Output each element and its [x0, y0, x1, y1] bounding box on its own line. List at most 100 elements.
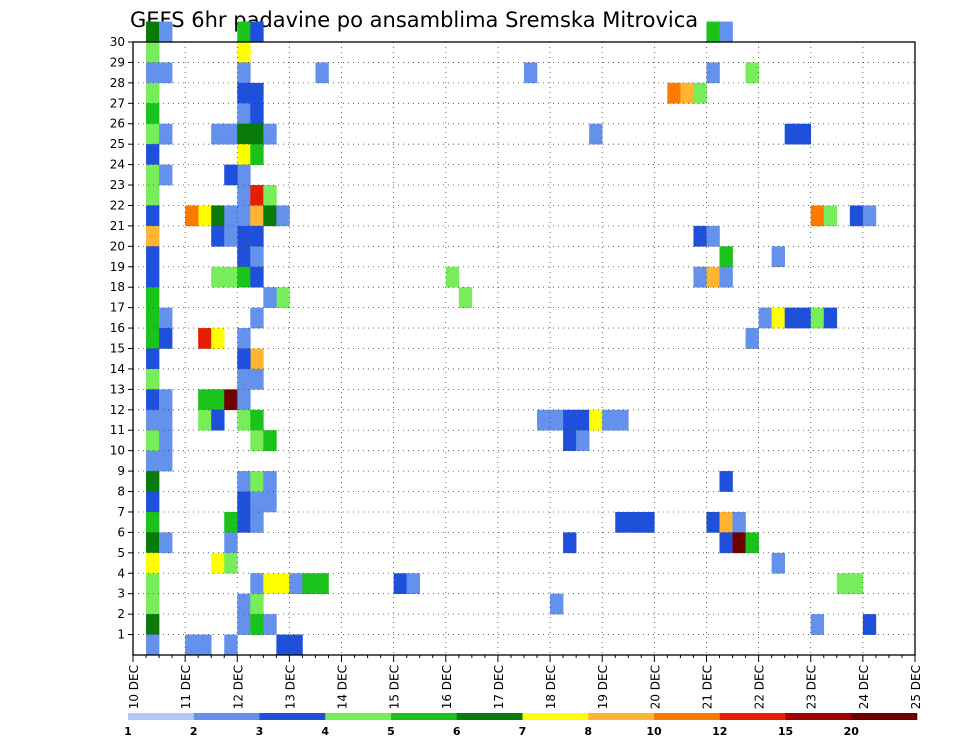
heatmap-cell	[706, 225, 720, 247]
x-tick-label: 19 DEC	[596, 665, 610, 709]
heatmap-cell	[237, 491, 251, 513]
heatmap-cell	[563, 409, 577, 431]
x-tick-label: 11 DEC	[179, 665, 193, 709]
heatmap-cell	[146, 471, 160, 492]
heatmap-cell	[289, 634, 303, 656]
heatmap-cell	[862, 205, 877, 227]
y-tick-label: 26	[110, 117, 125, 131]
heatmap-cell	[237, 42, 251, 63]
colorbar-swatch	[851, 713, 918, 720]
heatmap-cell	[576, 430, 590, 451]
heatmap-cell	[250, 266, 264, 288]
colorbar-swatch	[325, 713, 392, 720]
colorbar-swatch	[522, 713, 589, 720]
heatmap-cell	[224, 164, 238, 186]
heatmap-cell	[185, 205, 199, 227]
heatmap-cell	[784, 123, 798, 145]
x-tick-label: 18 DEC	[544, 665, 558, 709]
heatmap-cell	[276, 634, 290, 656]
y-tick-label: 20	[110, 239, 125, 253]
heatmap-cell	[615, 511, 629, 533]
colorbar-label: 5	[387, 725, 395, 738]
heatmap-cell	[159, 532, 173, 554]
heatmap-cell	[237, 266, 251, 288]
heatmap-cell	[146, 634, 160, 656]
heatmap-cell	[849, 205, 864, 227]
colorbar-swatch	[654, 713, 721, 720]
x-tick-label: 22 DEC	[753, 665, 767, 709]
heatmap-cell	[263, 185, 277, 206]
heatmap-cell	[237, 328, 251, 349]
heatmap-cell	[393, 573, 407, 594]
heatmap-cell	[211, 389, 225, 411]
heatmap-cell	[706, 266, 720, 288]
heatmap-cell	[159, 62, 173, 84]
heatmap-cell	[237, 225, 251, 247]
heatmap-cell	[146, 103, 160, 125]
heatmap-cell	[146, 409, 160, 431]
heatmap-cell	[146, 389, 160, 411]
heatmap-cell	[146, 450, 160, 472]
heatmap-cell	[250, 21, 264, 43]
heatmap-cell	[719, 21, 733, 43]
heatmap-cell	[237, 144, 251, 165]
x-axis: 10 DEC 11 DEC 12 DEC 13 DEC 14 DEC 15 DEC 16 D…	[127, 655, 923, 709]
heatmap-cell	[263, 123, 277, 145]
heatmap-cell	[250, 205, 264, 227]
heatmap-cell	[159, 307, 173, 329]
heatmap-cell	[693, 266, 707, 288]
heatmap-cell	[224, 205, 238, 227]
heatmap-cell	[250, 82, 264, 104]
heatmap-cell	[159, 164, 173, 186]
heatmap-cell	[146, 266, 160, 288]
colorbar: 1 2 3 4 5 6 7 8 10 12 15 20	[124, 713, 918, 738]
colorbar-swatch	[719, 713, 786, 720]
y-tick-label: 13	[110, 382, 125, 396]
y-tick-label: 5	[117, 546, 125, 560]
heatmap-cell	[237, 593, 251, 615]
heatmap-cell	[315, 62, 329, 84]
y-tick-label: 25	[110, 137, 125, 151]
colorbar-label: 6	[453, 725, 461, 738]
heatmap-cell	[146, 42, 160, 63]
heatmap-cell	[250, 573, 264, 594]
y-tick-label: 4	[117, 566, 125, 580]
heatmap-cell	[276, 573, 290, 594]
y-tick-label: 2	[117, 607, 125, 621]
heatmap-cell	[146, 593, 160, 615]
heatmap-cell	[146, 225, 160, 247]
heatmap-cell	[250, 491, 264, 513]
heatmap-cell	[797, 123, 812, 145]
heatmap-cell	[719, 471, 733, 492]
heatmap-cell	[237, 62, 251, 84]
colorbar-label: 20	[844, 725, 860, 738]
heatmap-cell	[146, 62, 160, 84]
x-tick-label: 10 DEC	[127, 665, 141, 709]
heatmap-cell	[706, 62, 720, 84]
heatmap-cell	[810, 614, 825, 635]
heatmap-cell	[706, 511, 720, 533]
gridlines	[133, 41, 915, 655]
heatmap-cell	[250, 103, 264, 125]
heatmap-cell	[159, 21, 173, 43]
heatmap-cell	[250, 144, 264, 165]
heatmap-cell	[159, 450, 173, 472]
colorbar-label: 1	[124, 725, 132, 738]
heatmap-cell	[680, 82, 694, 104]
heatmap-cell	[237, 82, 251, 104]
heatmap-cell	[602, 409, 616, 431]
heatmap-cell	[211, 409, 225, 431]
y-tick-label: 12	[110, 403, 125, 417]
heatmap-cell	[693, 82, 707, 104]
heatmap-cell	[250, 123, 264, 145]
y-tick-label: 19	[110, 260, 125, 274]
heatmap-cell	[250, 430, 264, 451]
y-tick-label: 8	[117, 485, 125, 499]
heatmap-cell	[237, 614, 251, 635]
heatmap-cell	[146, 185, 160, 206]
heatmap-cell	[250, 511, 264, 533]
heatmap-cell	[263, 430, 277, 451]
x-tick-label: 14 DEC	[336, 665, 350, 709]
heatmap-cell	[224, 532, 238, 554]
heatmap-cell	[745, 532, 759, 554]
